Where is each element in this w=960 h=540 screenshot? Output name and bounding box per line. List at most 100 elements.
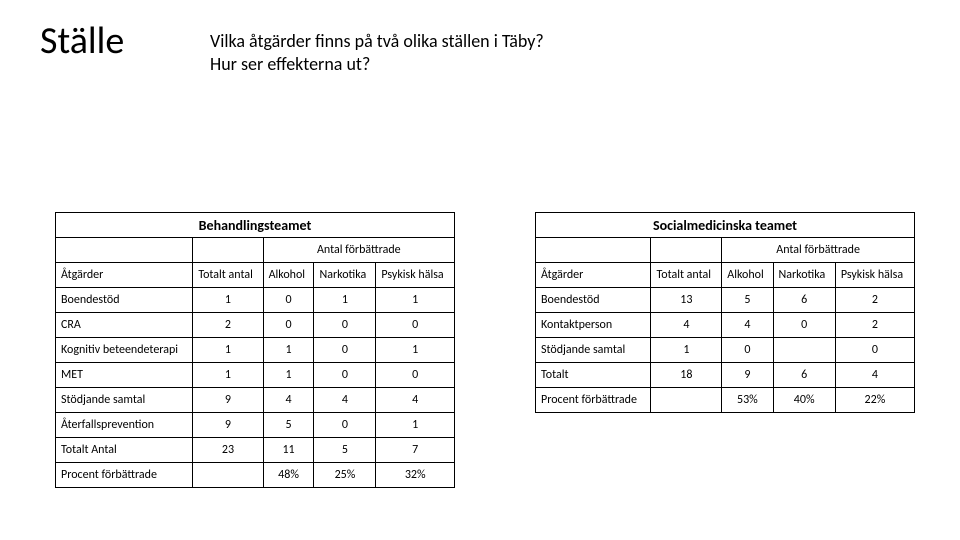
table-row-percent: Procent förbättrade 53%40%22% bbox=[536, 388, 915, 413]
row-label: Procent förbättrade bbox=[536, 388, 651, 413]
cell: 4 bbox=[835, 363, 914, 388]
col-totalt-antal: Totalt antal bbox=[193, 263, 263, 288]
table-row: Totalt18964 bbox=[536, 363, 915, 388]
table-row: Boendestöd13562 bbox=[536, 288, 915, 313]
cell: 7 bbox=[376, 438, 455, 463]
table-row: Boendestöd1011 bbox=[56, 288, 455, 313]
table-row-percent: Procent förbättrade 48%25%32% bbox=[56, 463, 455, 488]
table-row: Stödjande samtal100 bbox=[536, 338, 915, 363]
cell bbox=[193, 463, 263, 488]
col-alkohol: Alkohol bbox=[263, 263, 314, 288]
row-label: Boendestöd bbox=[56, 288, 193, 313]
antal-forbattrade-header: Antal förbättrade bbox=[722, 238, 915, 263]
cell: 1 bbox=[651, 338, 722, 363]
slide-subtitle: Vilka åtgärder finns på två olika ställe… bbox=[210, 30, 544, 75]
cell: 2 bbox=[835, 313, 914, 338]
cell: 0 bbox=[376, 363, 455, 388]
table-row: CRA2000 bbox=[56, 313, 455, 338]
cell: 1 bbox=[376, 288, 455, 313]
col-psykisk-halsa: Psykisk hälsa bbox=[835, 263, 914, 288]
table-row: Stödjande samtal9444 bbox=[56, 388, 455, 413]
table-row: Totalt Antal231157 bbox=[56, 438, 455, 463]
left-table-container: Behandlingsteamet Antal förbättrade Åtgä… bbox=[55, 212, 455, 488]
cell bbox=[773, 338, 835, 363]
cell: 4 bbox=[314, 388, 376, 413]
cell: 1 bbox=[193, 338, 263, 363]
col-psykisk-halsa: Psykisk hälsa bbox=[376, 263, 455, 288]
cell: 4 bbox=[651, 313, 722, 338]
cell: 4 bbox=[263, 388, 314, 413]
cell: 0 bbox=[314, 413, 376, 438]
left-team-header: Behandlingsteamet bbox=[56, 213, 455, 238]
cell: 5 bbox=[263, 413, 314, 438]
cell: 22% bbox=[835, 388, 914, 413]
cell: 4 bbox=[722, 313, 773, 338]
cell: 0 bbox=[314, 313, 376, 338]
row-label: MET bbox=[56, 363, 193, 388]
row-label: Återfallsprevention bbox=[56, 413, 193, 438]
row-label: Kontaktperson bbox=[536, 313, 651, 338]
table-row: Återfallsprevention9501 bbox=[56, 413, 455, 438]
cell: 2 bbox=[193, 313, 263, 338]
blank-cell bbox=[651, 238, 722, 263]
row-label: CRA bbox=[56, 313, 193, 338]
antal-forbattrade-header: Antal förbättrade bbox=[263, 238, 454, 263]
cell: 9 bbox=[722, 363, 773, 388]
cell: 2 bbox=[835, 288, 914, 313]
cell: 0 bbox=[314, 338, 376, 363]
cell: 6 bbox=[773, 288, 835, 313]
cell: 1 bbox=[263, 363, 314, 388]
row-label: Kognitiv beteendeterapi bbox=[56, 338, 193, 363]
row-label: Totalt Antal bbox=[56, 438, 193, 463]
cell: 40% bbox=[773, 388, 835, 413]
blank-cell bbox=[56, 238, 193, 263]
cell: 1 bbox=[193, 288, 263, 313]
col-atgarder: Åtgärder bbox=[536, 263, 651, 288]
cell: 0 bbox=[314, 363, 376, 388]
cell: 1 bbox=[376, 413, 455, 438]
table-row: Kognitiv beteendeterapi1101 bbox=[56, 338, 455, 363]
socialmedicinska-table: Socialmedicinska teamet Antal förbättrad… bbox=[535, 212, 915, 413]
cell: 25% bbox=[314, 463, 376, 488]
cell: 18 bbox=[651, 363, 722, 388]
cell: 11 bbox=[263, 438, 314, 463]
cell: 5 bbox=[314, 438, 376, 463]
row-label: Procent förbättrade bbox=[56, 463, 193, 488]
table-row: Kontaktperson4402 bbox=[536, 313, 915, 338]
blank-cell bbox=[193, 238, 263, 263]
cell: 1 bbox=[314, 288, 376, 313]
cell: 48% bbox=[263, 463, 314, 488]
col-alkohol: Alkohol bbox=[722, 263, 773, 288]
slide-title: Ställe bbox=[40, 18, 124, 64]
cell: 9 bbox=[193, 413, 263, 438]
cell: 13 bbox=[651, 288, 722, 313]
row-label: Stödjande samtal bbox=[56, 388, 193, 413]
cell: 9 bbox=[193, 388, 263, 413]
row-label: Boendestöd bbox=[536, 288, 651, 313]
cell: 0 bbox=[263, 313, 314, 338]
cell: 23 bbox=[193, 438, 263, 463]
cell: 1 bbox=[263, 338, 314, 363]
cell: 32% bbox=[376, 463, 455, 488]
col-narkotika: Narkotika bbox=[773, 263, 835, 288]
cell: 53% bbox=[722, 388, 773, 413]
cell: 0 bbox=[722, 338, 773, 363]
cell: 0 bbox=[835, 338, 914, 363]
cell: 1 bbox=[193, 363, 263, 388]
behandlingsteamet-table: Behandlingsteamet Antal förbättrade Åtgä… bbox=[55, 212, 455, 488]
cell: 0 bbox=[773, 313, 835, 338]
cell bbox=[651, 388, 722, 413]
cell: 0 bbox=[263, 288, 314, 313]
row-label: Totalt bbox=[536, 363, 651, 388]
blank-cell bbox=[536, 238, 651, 263]
cell: 6 bbox=[773, 363, 835, 388]
cell: 5 bbox=[722, 288, 773, 313]
col-narkotika: Narkotika bbox=[314, 263, 376, 288]
col-atgarder: Åtgärder bbox=[56, 263, 193, 288]
col-totalt-antal: Totalt antal bbox=[651, 263, 722, 288]
cell: 4 bbox=[376, 388, 455, 413]
row-label: Stödjande samtal bbox=[536, 338, 651, 363]
table-row: MET1100 bbox=[56, 363, 455, 388]
right-table-container: Socialmedicinska teamet Antal förbättrad… bbox=[535, 212, 915, 413]
subtitle-line1: Vilka åtgärder finns på två olika ställe… bbox=[210, 30, 544, 52]
